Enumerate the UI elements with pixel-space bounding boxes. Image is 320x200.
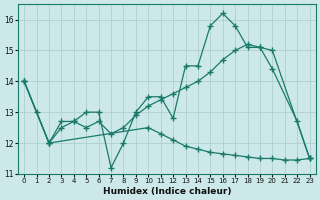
- X-axis label: Humidex (Indice chaleur): Humidex (Indice chaleur): [103, 187, 231, 196]
